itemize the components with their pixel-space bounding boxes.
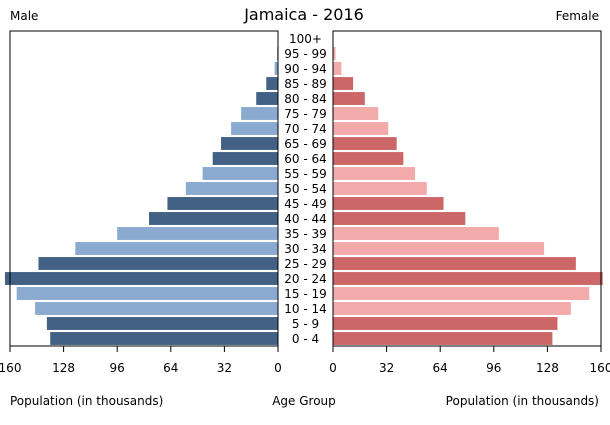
age-group-label: 50 - 54 — [284, 182, 327, 196]
female-bar — [333, 167, 416, 180]
chart-title: Jamaica - 2016 — [243, 5, 364, 24]
female-x-axis-label: Population (in thousands) — [446, 394, 599, 408]
male-bar — [266, 77, 278, 90]
age-group-label: 45 - 49 — [284, 197, 327, 211]
female-bar — [333, 197, 444, 210]
female-bar — [333, 122, 389, 135]
male-axis-ticks: 0 32 64 96 128 160 — [0, 346, 282, 375]
male-bar — [202, 167, 278, 180]
female-bar — [333, 332, 553, 345]
male-bar — [274, 62, 278, 75]
female-bar — [333, 107, 379, 120]
female-side-label: Female — [556, 9, 599, 23]
male-tick-label: 160 — [0, 361, 21, 375]
male-bar — [35, 302, 278, 315]
male-bars — [4, 32, 279, 345]
female-bar — [333, 47, 336, 60]
female-bar — [333, 137, 397, 150]
female-bars — [333, 32, 603, 345]
female-bar — [333, 302, 571, 315]
male-bar — [4, 272, 278, 285]
male-bar — [75, 242, 278, 255]
age-group-label: 70 - 74 — [284, 122, 327, 136]
age-group-label: 75 - 79 — [284, 107, 327, 121]
male-side-label: Male — [10, 9, 38, 23]
male-tick-label: 32 — [217, 361, 232, 375]
female-bar — [333, 227, 499, 240]
age-group-label: 35 - 39 — [284, 227, 327, 241]
age-group-label: 10 - 14 — [284, 302, 327, 316]
male-bar — [185, 182, 278, 195]
age-group-label: 85 - 89 — [284, 77, 327, 91]
age-group-label: 30 - 34 — [284, 242, 327, 256]
age-group-label: 40 - 44 — [284, 212, 327, 226]
female-bar — [333, 77, 354, 90]
age-group-label: 60 - 64 — [284, 152, 327, 166]
female-tick-label: 64 — [433, 361, 448, 375]
male-bar — [16, 287, 278, 300]
male-bar — [117, 227, 278, 240]
age-group-label: 100+ — [289, 32, 322, 46]
male-tick-label: 96 — [110, 361, 125, 375]
female-tick-label: 128 — [536, 361, 559, 375]
age-group-label: 90 - 94 — [284, 62, 327, 76]
male-plot-frame — [9, 30, 279, 347]
male-bar — [241, 107, 278, 120]
age-group-label: 95 - 99 — [284, 47, 327, 61]
age-group-label: 55 - 59 — [284, 167, 327, 181]
male-tick-label: 0 — [274, 361, 282, 375]
female-bar — [333, 272, 603, 285]
age-group-label: 80 - 84 — [284, 92, 327, 106]
male-bar — [149, 212, 278, 225]
age-group-label: 5 - 9 — [292, 317, 319, 331]
female-plot-frame — [332, 30, 602, 347]
male-bar — [212, 152, 278, 165]
male-bar — [221, 137, 278, 150]
male-bar — [167, 197, 278, 210]
male-bar — [50, 332, 279, 345]
female-bar — [333, 242, 545, 255]
female-bar — [333, 212, 466, 225]
female-bar — [333, 152, 404, 165]
female-tick-label: 96 — [486, 361, 501, 375]
female-tick-label: 0 — [329, 361, 337, 375]
male-bar — [38, 257, 278, 270]
age-group-label: 20 - 24 — [284, 272, 327, 286]
female-tick-label: 160 — [590, 361, 610, 375]
age-group-axis-label: Age Group — [272, 394, 336, 408]
age-group-label: 0 - 4 — [292, 332, 319, 346]
female-bar — [333, 317, 558, 330]
male-bar — [256, 92, 278, 105]
male-x-axis-label: Population (in thousands) — [10, 394, 163, 408]
male-bar — [46, 317, 278, 330]
female-bar — [333, 182, 427, 195]
male-tick-label: 64 — [163, 361, 178, 375]
age-group-label: 15 - 19 — [284, 287, 327, 301]
female-bar — [333, 257, 576, 270]
female-tick-label: 32 — [379, 361, 394, 375]
female-bar — [333, 92, 365, 105]
male-tick-label: 128 — [52, 361, 75, 375]
age-group-label: 65 - 69 — [284, 137, 327, 151]
male-bar — [231, 122, 278, 135]
age-group-label: 25 - 29 — [284, 257, 327, 271]
female-bar — [333, 62, 342, 75]
female-bar — [333, 287, 590, 300]
female-axis-ticks: 0 32 64 96 128 160 — [329, 346, 610, 375]
